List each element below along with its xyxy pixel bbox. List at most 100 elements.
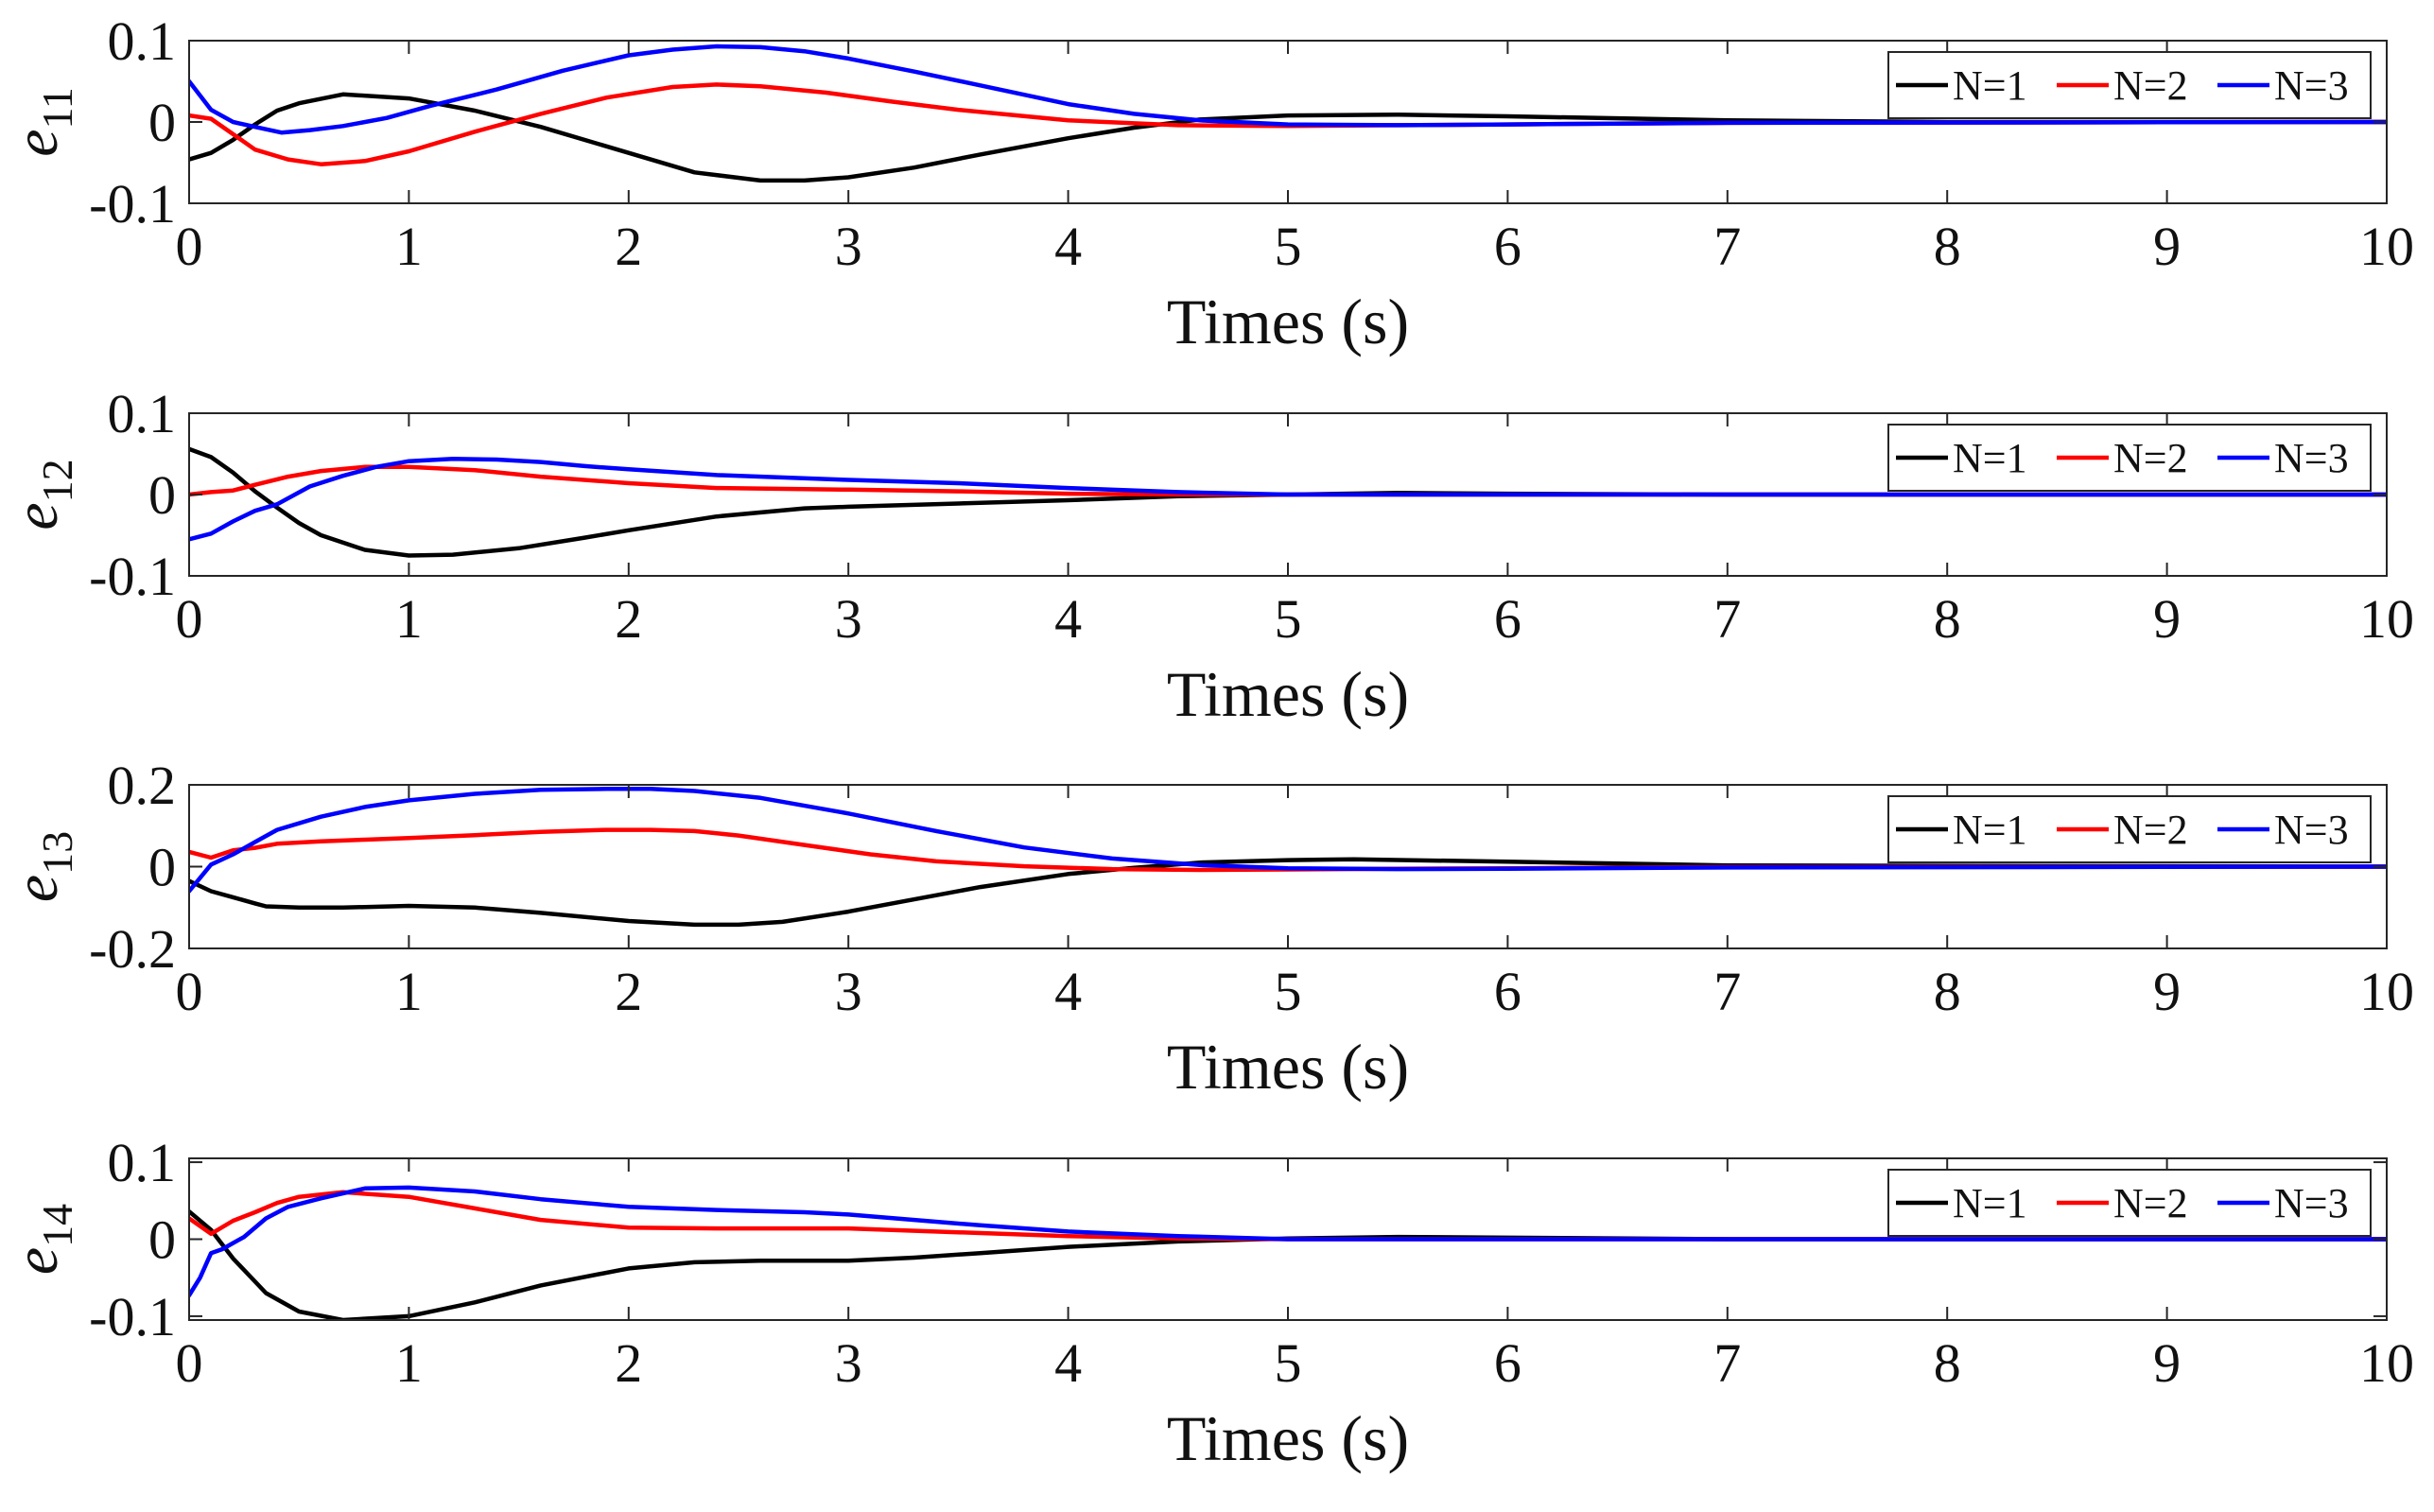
x-tick-label: 8 [1934,1332,1961,1394]
x-axis-title: Times (s) [1167,1031,1409,1103]
y-tick-label: -0.1 [89,546,176,607]
y-axis-title-subscript: 11 [33,87,81,129]
x-tick-label: 3 [835,216,862,277]
legend-box [1887,1169,2372,1237]
series-group [189,43,2387,183]
x-tick-label: 7 [1713,216,1741,277]
y-tick-label: 0 [148,837,176,898]
legend-label-N=3: N=3 [2274,435,2349,481]
y-axis-title: e12 [2,459,81,530]
x-tick-label: 0 [176,588,203,650]
x-tick-label: 2 [615,961,642,1022]
series-line-N=2 [189,464,2387,497]
series-group [189,1185,2387,1320]
x-tick-label: 2 [615,1332,642,1394]
x-tick-label: 4 [1054,1332,1082,1394]
x-tick-label: 3 [835,588,862,650]
x-tick-label: 9 [2153,216,2181,277]
y-axis-title: e13 [2,831,81,902]
x-tick-label: 4 [1054,588,1082,650]
x-tick-label: 8 [1934,961,1961,1022]
y-tick-label: 0.1 [108,10,177,72]
y-tick-label: -0.2 [89,918,176,980]
x-tick-label: 0 [176,216,203,277]
x-tick-label: 10 [2359,961,2414,1022]
y-axis-title: e14 [2,1204,81,1275]
y-tick-label: 0 [148,92,176,153]
x-tick-label: 5 [1275,588,1302,650]
x-tick-label: 10 [2359,588,2414,650]
legend-label-N=2: N=2 [2113,62,2188,109]
y-axis-title-main: e [2,130,71,157]
legend-label-N=1: N=1 [1953,807,2027,853]
y-tick-label: 0.1 [108,383,177,444]
legend: N=1 N=2 N=3 [1887,1169,2372,1237]
x-tick-label: 3 [835,961,862,1022]
x-tick-label: 4 [1054,961,1082,1022]
legend-label-N=1: N=1 [1953,62,2027,109]
x-tick-label: 6 [1494,961,1521,1022]
x-tick-label: 7 [1713,1332,1741,1394]
x-tick-label: 5 [1275,216,1302,277]
y-tick-label: 0 [148,1209,176,1271]
x-tick-label: 1 [395,588,423,650]
x-tick-label: 3 [835,1332,862,1394]
x-tick-label: 0 [176,961,203,1022]
legend-label-N=3: N=3 [2274,807,2349,853]
y-axis-title-main: e [2,1247,71,1275]
x-tick-label: 4 [1054,216,1082,277]
x-tick-label: 7 [1713,961,1741,1022]
x-tick-label: 8 [1934,216,1961,277]
y-axis-title-subscript: 13 [33,831,81,875]
y-axis-title-subscript: 14 [33,1204,81,1247]
x-tick-label: 9 [2153,961,2181,1022]
series-line-N=3 [189,43,2387,135]
x-tick-label: 7 [1713,588,1741,650]
legend: N=1 N=2 N=3 [1887,795,2372,863]
x-axis-title: Times (s) [1167,1402,1409,1474]
x-axis-title: Times (s) [1167,286,1409,357]
x-tick-label: 1 [395,216,423,277]
x-axis-title: Times (s) [1167,658,1409,730]
x-tick-label: 1 [395,1332,423,1394]
y-axis-title: e11 [2,87,81,157]
legend-label-N=2: N=2 [2113,807,2188,853]
series-line-N=3 [189,456,2387,542]
x-tick-label: 5 [1275,961,1302,1022]
y-tick-label: 0.2 [108,755,177,816]
legend-label-N=1: N=1 [1953,435,2027,481]
x-tick-label: 6 [1494,588,1521,650]
x-tick-label: 9 [2153,588,2181,650]
x-tick-label: 0 [176,1332,203,1394]
x-tick-label: 6 [1494,1332,1521,1394]
y-tick-label: 0 [148,464,176,526]
legend-label-N=3: N=3 [2274,1180,2349,1226]
x-tick-label: 6 [1494,216,1521,277]
x-tick-label: 10 [2359,1332,2414,1394]
y-axis-title-main: e [2,502,71,530]
legend-box [1887,424,2372,492]
series-group [189,787,2387,928]
series-line-N=2 [189,1190,2387,1242]
y-axis-title-subscript: 12 [33,459,81,502]
y-tick-label: -0.1 [89,173,176,235]
x-tick-label: 2 [615,216,642,277]
legend: N=1 N=2 N=3 [1887,424,2372,492]
x-tick-label: 5 [1275,1332,1302,1394]
series-line-N=3 [189,1185,2387,1298]
x-tick-label: 1 [395,961,423,1022]
x-tick-label: 9 [2153,1332,2181,1394]
y-axis-title-main: e [2,875,71,902]
x-tick-label: 8 [1934,588,1961,650]
legend-label-N=2: N=2 [2113,435,2188,481]
series-group [189,446,2387,558]
legend-box [1887,51,2372,119]
legend-label-N=2: N=2 [2113,1180,2188,1226]
legend-box [1887,795,2372,863]
x-tick-label: 2 [615,588,642,650]
